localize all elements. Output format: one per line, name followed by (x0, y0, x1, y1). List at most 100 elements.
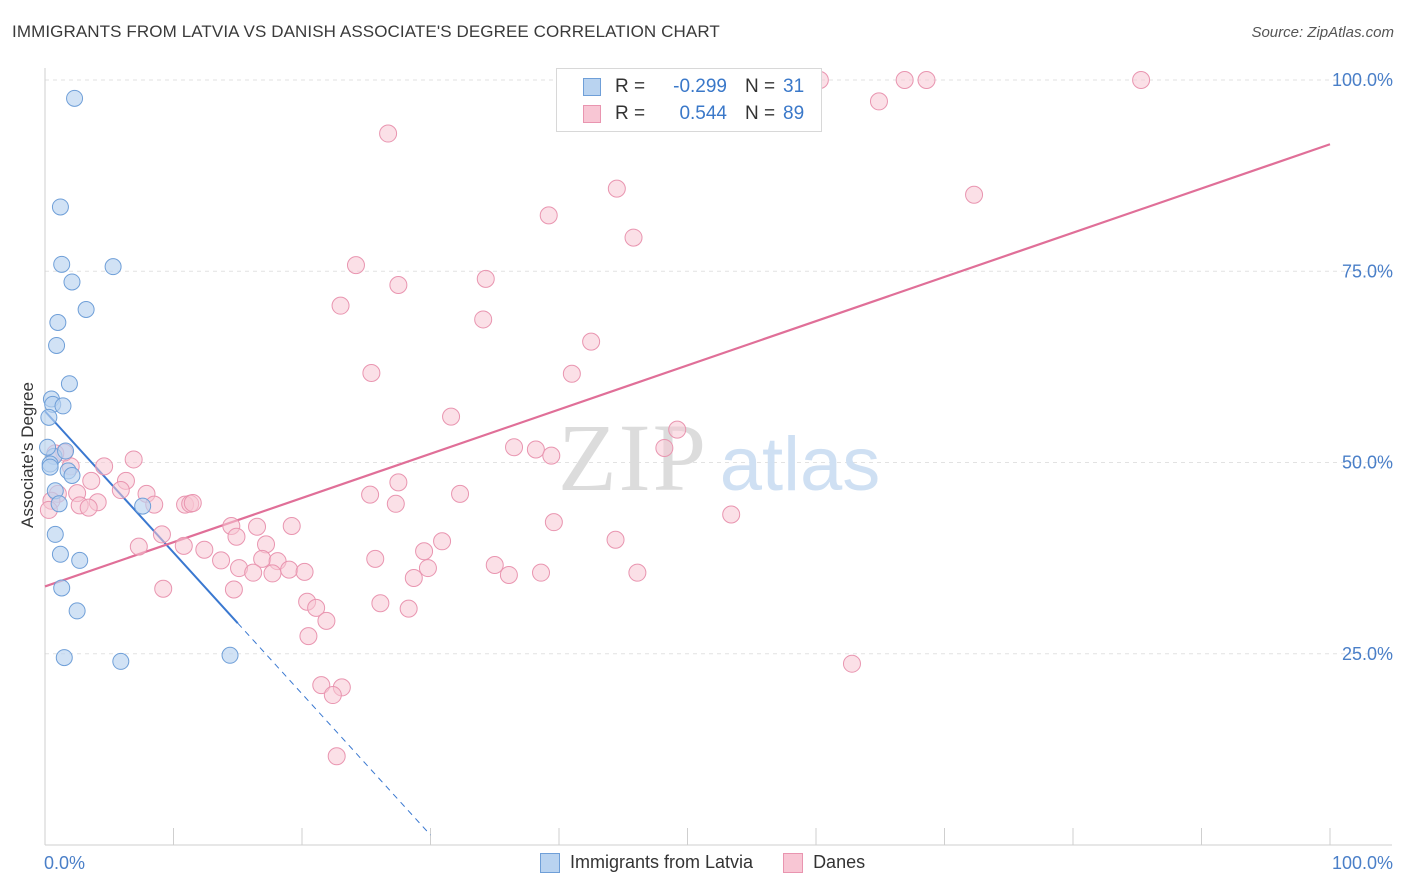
data-point-latvia (112, 652, 130, 670)
data-point-danes (668, 420, 687, 439)
legend-r-value: -0.299 (673, 76, 727, 97)
data-point-danes (532, 563, 551, 582)
data-point-latvia (51, 198, 69, 216)
data-point-danes (366, 549, 385, 568)
data-point-latvia (71, 551, 89, 569)
data-point-danes (624, 228, 643, 247)
data-point-danes (323, 686, 342, 705)
data-point-danes (544, 513, 563, 532)
data-point-latvia (55, 649, 73, 667)
series-latvia-points (39, 89, 239, 670)
y-axis-label: Associate's Degree (18, 382, 37, 528)
stats-legend: R = -0.299 N = 31 R = 0.544 N = 89 (556, 68, 822, 132)
y-tick-label: 25.0% (1342, 644, 1393, 664)
legend-item-latvia[interactable]: Immigrants from Latvia (540, 852, 753, 873)
y-tick-label: 100.0% (1332, 70, 1393, 90)
legend-n-label: N = (745, 76, 776, 97)
data-point-danes (195, 540, 214, 559)
data-point-latvia (41, 458, 59, 476)
legend-label-danes: Danes (813, 852, 866, 872)
data-point-danes (299, 627, 318, 646)
data-point-danes (389, 473, 408, 492)
data-point-danes (433, 532, 452, 551)
legend-item-danes[interactable]: Danes (783, 852, 865, 873)
data-point-danes (95, 457, 114, 476)
data-point-danes (371, 594, 390, 613)
legend-n-label: N = (745, 103, 776, 124)
data-point-latvia (39, 438, 57, 456)
data-point-danes (282, 516, 301, 535)
data-point-latvia (63, 273, 81, 291)
data-point-danes (722, 505, 741, 524)
legend-r-label: R = (615, 76, 646, 97)
data-point-danes (607, 179, 626, 198)
data-point-latvia (46, 525, 64, 543)
data-point-danes (312, 676, 331, 695)
trend-line-latvia (44, 410, 239, 624)
data-point-danes (965, 185, 984, 204)
data-point-danes (562, 364, 581, 383)
data-point-latvia (57, 442, 75, 460)
data-point-danes (362, 363, 381, 382)
data-point-danes (485, 556, 504, 575)
data-point-danes (499, 565, 518, 584)
watermark-zip: ZIP (558, 404, 708, 511)
data-point-danes (389, 276, 408, 295)
y-tick-label: 75.0% (1342, 261, 1393, 281)
data-point-danes (582, 332, 601, 351)
legend-swatch-danes (583, 105, 601, 123)
data-point-danes (346, 256, 365, 275)
trend-line-latvia-extension (237, 622, 431, 836)
data-point-danes (379, 124, 398, 143)
chart-title: IMMIGRANTS FROM LATVIA VS DANISH ASSOCIA… (12, 22, 720, 41)
data-point-latvia (134, 497, 152, 515)
legend-swatch-latvia (540, 852, 560, 873)
data-point-danes (154, 579, 173, 598)
legend-label-latvia: Immigrants from Latvia (570, 852, 754, 872)
data-point-latvia (50, 495, 68, 513)
data-point-danes (129, 537, 148, 556)
data-point-danes (227, 527, 246, 546)
legend-n-value: 31 (783, 76, 805, 97)
data-point-danes (244, 563, 263, 582)
data-point-danes (442, 407, 461, 426)
data-point-latvia (40, 408, 58, 426)
data-point-latvia (48, 336, 66, 354)
data-point-danes (869, 92, 888, 111)
source-credit: Source: ZipAtlas.com (1251, 24, 1394, 41)
trend-lines (44, 143, 1331, 836)
data-point-danes (415, 542, 434, 561)
data-point-danes (174, 536, 193, 555)
data-point-danes (307, 598, 326, 617)
data-point-latvia (77, 301, 95, 318)
data-point-latvia (49, 314, 67, 332)
data-point-latvia (53, 579, 71, 597)
legend-row-latvia: R = -0.299 N = 31 (583, 75, 804, 99)
data-point-latvia (68, 602, 86, 620)
legend-swatch-danes (783, 852, 804, 873)
data-point-danes (404, 569, 423, 588)
y-tick-label: 50.0% (1342, 453, 1393, 473)
watermark: ZIP atlas (558, 404, 880, 511)
data-point-danes (628, 563, 647, 582)
legend-swatch-latvia (583, 78, 601, 96)
data-point-latvia (54, 397, 72, 415)
data-point-latvia (53, 255, 71, 273)
legend-n-value: 89 (783, 103, 805, 124)
legend-row-danes: R = 0.544 N = 89 (583, 102, 804, 126)
data-point-danes (331, 296, 350, 315)
data-point-latvia (66, 89, 84, 107)
data-point-danes (451, 484, 470, 503)
data-point-danes (505, 438, 524, 457)
data-point-danes (917, 71, 936, 89)
axes (44, 68, 1392, 846)
tick-labels: 25.0% 50.0% 75.0% 100.0% 0.0% 100.0% (44, 70, 1393, 873)
x-tick-label-right: 100.0% (1332, 853, 1393, 873)
data-point-latvia (104, 258, 122, 276)
data-point-danes (224, 580, 243, 599)
data-point-danes (386, 494, 405, 513)
data-point-danes (248, 517, 267, 536)
data-point-danes (526, 440, 545, 459)
data-point-danes (263, 564, 282, 583)
